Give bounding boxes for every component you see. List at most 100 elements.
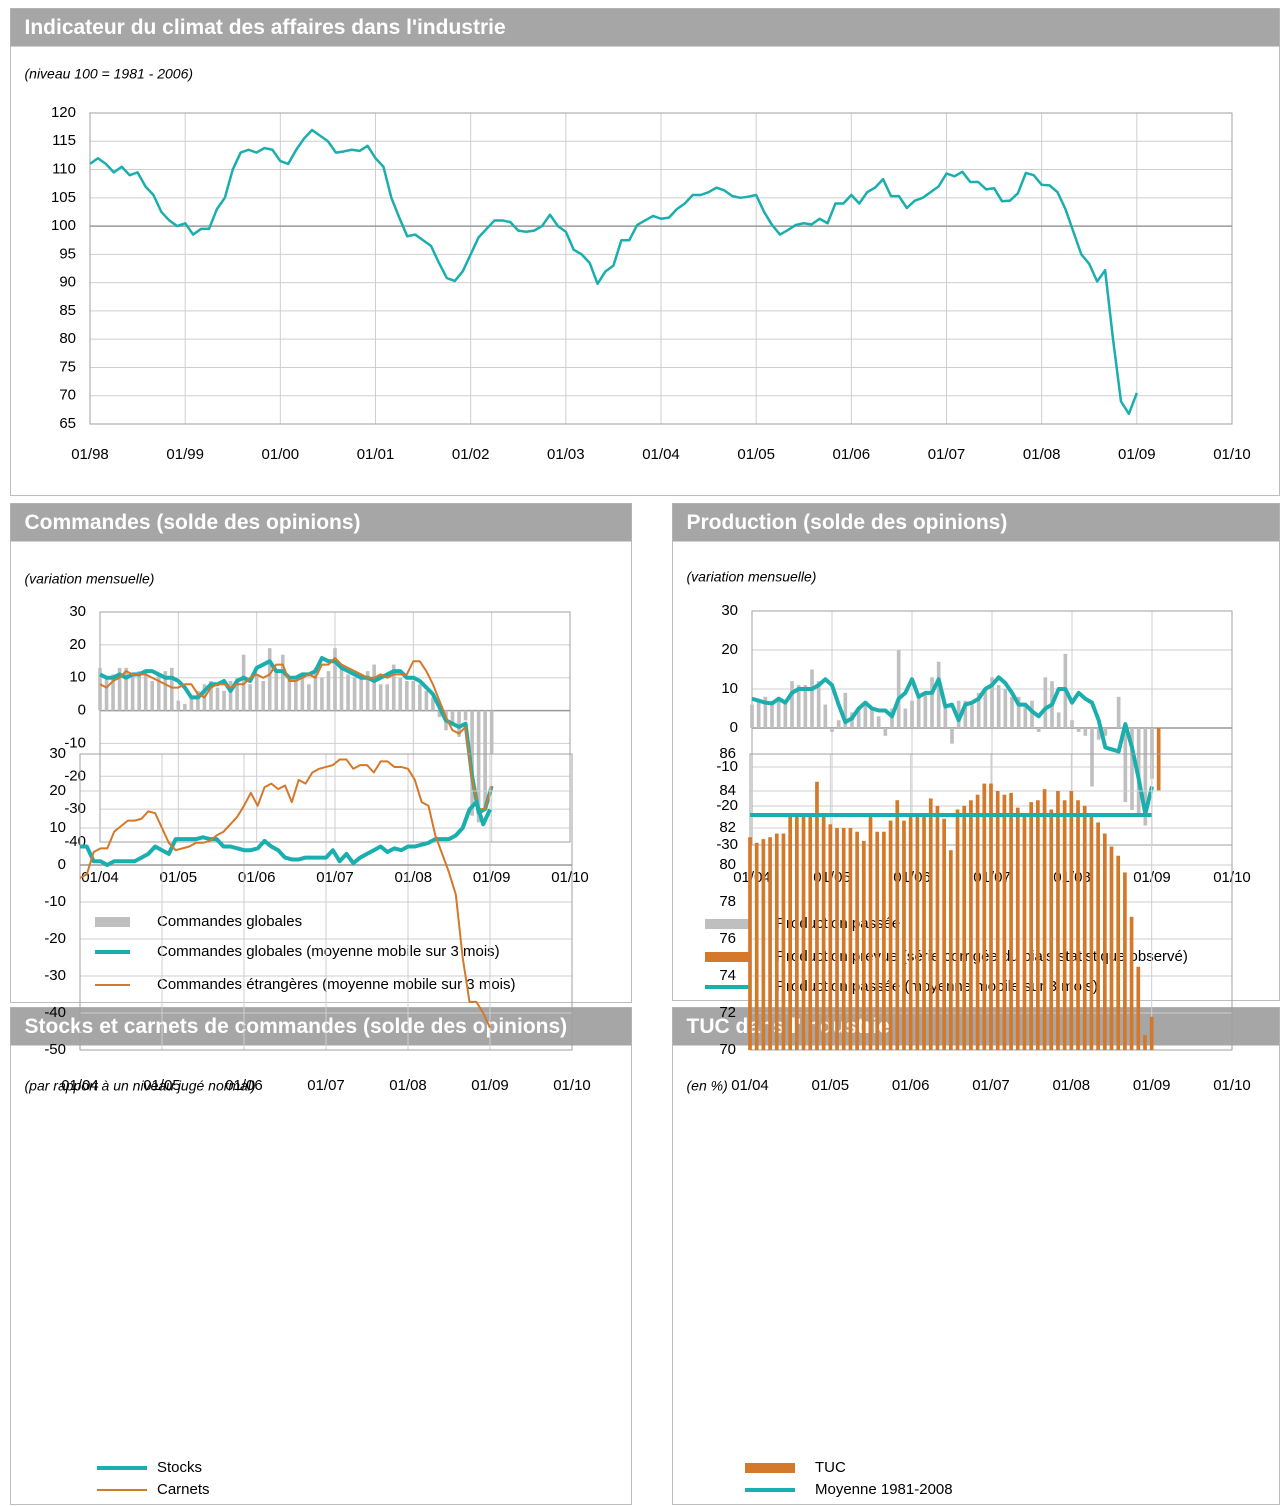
x-tick-label: 01/06 [892,1077,930,1094]
bar [1149,1016,1154,1050]
bar [1109,846,1114,1050]
y-tick-label: 120 [51,104,76,121]
y-tick-label: 0 [730,719,738,736]
line [99,656,494,815]
x-tick-label: 01/05 [160,869,198,886]
bar [983,689,988,728]
bar [1143,1035,1147,1050]
bar [320,677,324,711]
bar [235,677,239,711]
bar [424,690,429,711]
bar [823,704,828,728]
bar [1130,728,1134,810]
y-tick-label: -20 [44,930,66,947]
legend-swatch [705,952,750,962]
x-tick-label: 01/04 [61,1077,99,1094]
bar [903,708,908,728]
bar [915,816,920,1050]
x-tick-label: 01/10 [553,1077,591,1094]
x-tick-label: 01/01 [357,446,395,463]
x-tick-label: 01/09 [473,869,511,886]
bar [1069,791,1074,1050]
legend-swatch [95,917,130,927]
y-tick-label: -20 [716,797,738,814]
chart-title: Indicateur du climat des affaires dans l… [25,16,506,39]
chart-subtitle: (en %) [687,1078,728,1094]
bar [241,654,246,711]
x-tick-label: 01/99 [166,446,204,463]
x-tick-label: 01/05 [737,446,775,463]
x-tick-label: 01/07 [928,446,966,463]
bar [365,671,370,711]
bar [923,692,928,728]
bar [137,671,141,711]
line [751,675,1154,816]
bar [770,700,774,728]
bar [1042,789,1047,1050]
y-tick-label: 30 [721,602,738,619]
bar [1076,728,1081,732]
bar [209,681,213,711]
y-tick-label: 105 [51,189,76,206]
title-bar [672,503,1280,542]
y-tick-label: 0 [58,856,66,873]
bar [788,815,793,1050]
x-tick-label: 01/04 [81,869,119,886]
bar [1029,802,1034,1050]
bar [378,684,383,711]
x-tick-label: 01/08 [395,869,433,886]
bar [910,700,914,728]
chart-title: Production (solde des opinions) [687,511,1008,534]
bar [254,674,259,711]
bar [1123,872,1127,1050]
bar [776,696,781,728]
bar [1015,807,1020,1050]
bar [876,716,881,728]
bar [754,842,759,1050]
plot-frame [99,611,571,843]
legend-label: Stocks [157,1459,202,1476]
y-tick-label: 78 [719,893,736,910]
plot-frame [79,753,573,1051]
bar [267,648,272,711]
bar [843,692,848,728]
bar [431,697,435,711]
bar [883,728,888,736]
chart-subtitle: (variation mensuelle) [25,571,155,587]
y-tick-label: -10 [44,893,66,910]
y-tick-label: 76 [719,930,736,947]
title-bar [10,8,1280,47]
bar [287,677,292,711]
panel-frame [10,1007,632,1505]
x-tick-label: 01/10 [1213,446,1251,463]
bar [995,791,1000,1050]
y-tick-label: 65 [59,415,76,432]
bar [196,690,200,711]
bar [1036,728,1041,732]
bar [816,681,821,728]
bar [783,700,788,728]
chart-panel: TUC dans l'industrie (en %) 70 72 74 76 78 80 82… [672,745,1280,1505]
bar [989,783,993,1050]
bar [815,781,819,1050]
bar [352,677,357,711]
bar [300,674,305,711]
y-tick-label: 74 [719,967,736,984]
y-tick-label: 90 [59,274,76,291]
y-tick-label: -30 [64,800,86,817]
y-tick-label: 70 [59,387,76,404]
bar [781,833,786,1050]
bar [1022,813,1027,1050]
bar [848,828,853,1050]
bar [215,687,220,711]
bar [863,704,868,728]
bar [830,728,834,732]
bar [1070,720,1074,728]
y-tick-label: 85 [59,302,76,319]
bar [896,650,901,728]
bar [942,818,946,1050]
bar [908,816,913,1050]
bar [936,661,941,728]
bar [104,677,109,711]
y-tick-label: 10 [49,819,66,836]
